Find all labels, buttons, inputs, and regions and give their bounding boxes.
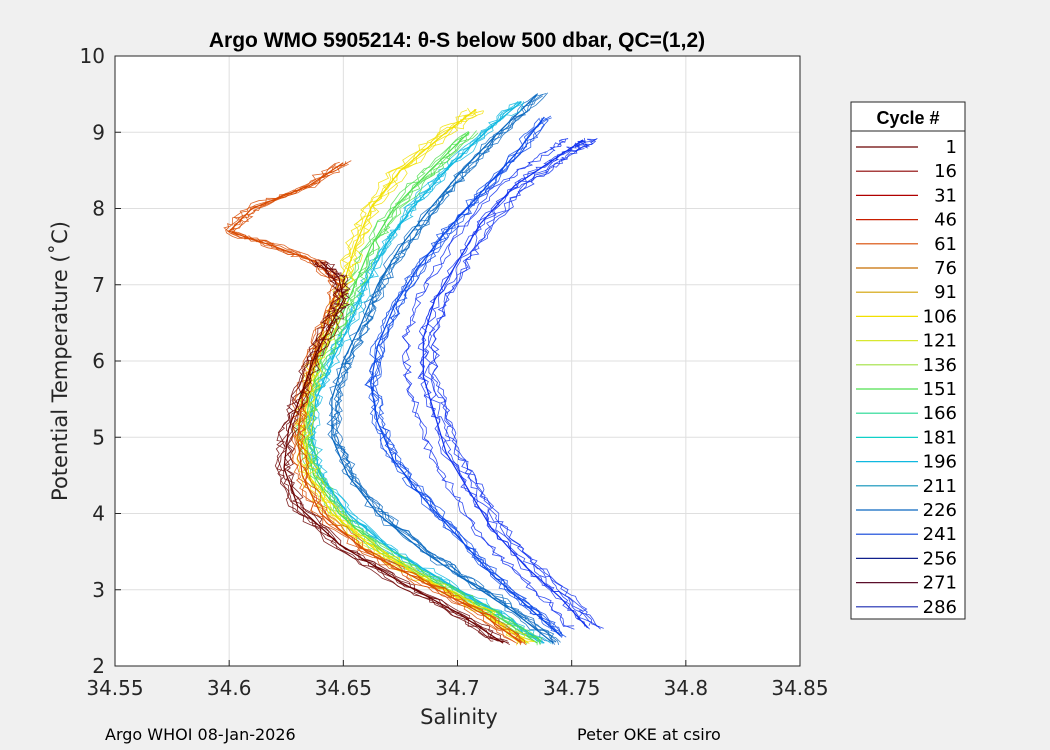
series-line-61-profile — [225, 163, 518, 645]
series-line-151-profile — [306, 130, 543, 643]
legend-entries: 1 16 31 46 61 76 91 106 121 136 151 166 181 196 211 226… — [856, 137, 957, 618]
legend-label-271: 271 — [923, 573, 957, 594]
x-axis-label: Salinity — [420, 705, 498, 729]
legend-label-136: 136 — [923, 355, 957, 376]
y-axis-ticks: 2 3 4 5 6 7 8 9 10 — [80, 44, 121, 678]
series-line-106-profile — [292, 109, 521, 645]
credit-left: Argo WHOI 08-Jan-2026 — [105, 725, 296, 744]
y-tick-label: 5 — [92, 425, 105, 449]
legend-label-121: 121 — [923, 331, 957, 352]
series-line-151 — [303, 131, 538, 644]
series-line-1 — [283, 261, 504, 644]
legend-label-256: 256 — [923, 548, 957, 569]
legend: Cycle # 11631466176911061211361511661811… — [850, 101, 966, 620]
series-line-256-profile — [372, 117, 567, 638]
series-line-1-profile — [284, 262, 510, 645]
y-axis-label: Potential Temperature (˚C) — [48, 221, 72, 501]
legend-label-151: 151 — [923, 379, 957, 400]
legend-label-226: 226 — [923, 500, 957, 521]
series-layer — [223, 92, 604, 646]
x-axis-ticks: 34.55 34.6 34.65 34.7 34.75 34.8 34.85 — [86, 660, 829, 700]
series-line-286-profile — [430, 138, 600, 628]
y-tick-label: 9 — [92, 120, 105, 144]
series-line-286-profile — [402, 138, 575, 630]
x-tick-label: 34.65 — [315, 676, 372, 700]
legend-label-241: 241 — [923, 524, 957, 545]
legend-label-166: 166 — [923, 403, 957, 424]
series-line-106-profile — [305, 110, 535, 642]
legend-label-76: 76 — [934, 258, 957, 279]
x-tick-label: 34.7 — [435, 676, 480, 700]
x-tick-label: 34.85 — [771, 676, 828, 700]
series-line-61-profile — [229, 163, 523, 643]
series-line-226-profile — [326, 94, 557, 643]
series-line-226 — [331, 93, 554, 644]
x-tick-label: 34.75 — [543, 676, 600, 700]
series-line-1-profile — [275, 259, 502, 642]
legend-label-181: 181 — [923, 427, 957, 448]
y-tick-label: 7 — [92, 273, 105, 297]
series-line-286 — [422, 139, 589, 629]
legend-title: Cycle # — [876, 108, 939, 128]
series-line-286-profile — [401, 138, 575, 627]
legend-label-211: 211 — [923, 476, 957, 497]
y-tick-label: 3 — [92, 578, 105, 602]
x-tick-label: 34.55 — [86, 676, 143, 700]
series-line-61-profile — [223, 161, 516, 643]
x-tick-label: 34.8 — [664, 676, 709, 700]
y-tick-label: 10 — [80, 44, 105, 68]
legend-label-31: 31 — [934, 185, 957, 206]
legend-label-61: 61 — [934, 234, 957, 255]
series-line-196 — [310, 101, 545, 644]
chart-title: Argo WMO 5905214: θ-S below 500 dbar, QC… — [209, 29, 705, 52]
legend-label-286: 286 — [923, 597, 957, 618]
series-line-256 — [370, 116, 561, 636]
series-group-286 — [401, 137, 604, 630]
series-group-1 — [274, 259, 510, 645]
series-line-1-profile — [282, 259, 509, 643]
legend-label-16: 16 — [934, 161, 957, 182]
x-tick-label: 34.6 — [207, 676, 252, 700]
credit-right: Peter OKE at csiro — [577, 725, 721, 744]
legend-box — [850, 101, 966, 620]
y-tick-label: 4 — [92, 502, 105, 526]
series-group-61 — [223, 160, 527, 646]
series-line-286-profile — [418, 140, 590, 630]
series-line-256-profile — [371, 115, 563, 638]
y-tick-label: 6 — [92, 349, 105, 373]
legend-label-91: 91 — [934, 282, 957, 303]
series-line-286-profile — [431, 138, 604, 629]
series-group-226 — [326, 92, 561, 646]
legend-label-46: 46 — [934, 210, 957, 231]
y-tick-label: 8 — [92, 197, 105, 221]
series-group-256 — [364, 115, 567, 638]
legend-label-106: 106 — [923, 306, 957, 327]
legend-label-196: 196 — [923, 452, 957, 473]
series-line-226-profile — [334, 93, 560, 646]
y-tick-label: 2 — [92, 654, 105, 678]
legend-label-1: 1 — [946, 137, 957, 158]
